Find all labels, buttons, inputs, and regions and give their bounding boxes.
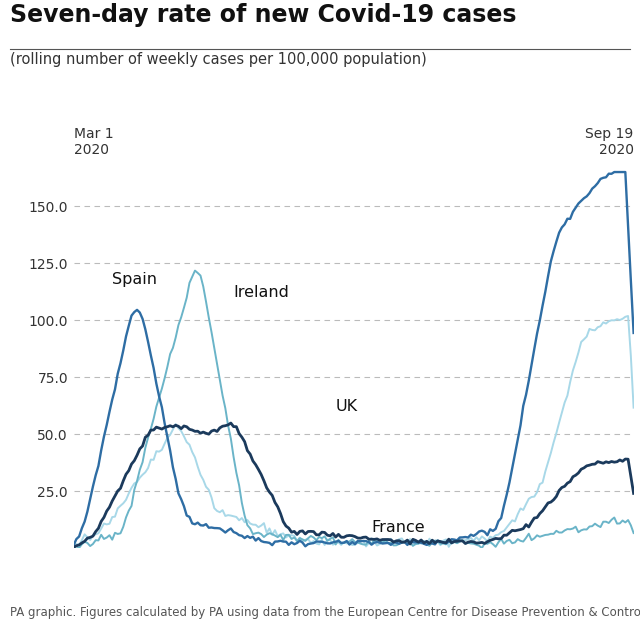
Text: Ireland: Ireland: [234, 285, 289, 301]
Text: Mar 1
2020: Mar 1 2020: [74, 127, 113, 158]
Text: Spain: Spain: [112, 272, 157, 287]
Text: Seven-day rate of new Covid-19 cases: Seven-day rate of new Covid-19 cases: [10, 3, 516, 27]
Text: France: France: [372, 520, 425, 535]
Text: PA graphic. Figures calculated by PA using data from the European Centre for Dis: PA graphic. Figures calculated by PA usi…: [10, 605, 640, 619]
Text: Sep 19
2020: Sep 19 2020: [586, 127, 634, 158]
Text: UK: UK: [335, 399, 358, 415]
Text: (rolling number of weekly cases per 100,000 population): (rolling number of weekly cases per 100,…: [10, 52, 426, 67]
